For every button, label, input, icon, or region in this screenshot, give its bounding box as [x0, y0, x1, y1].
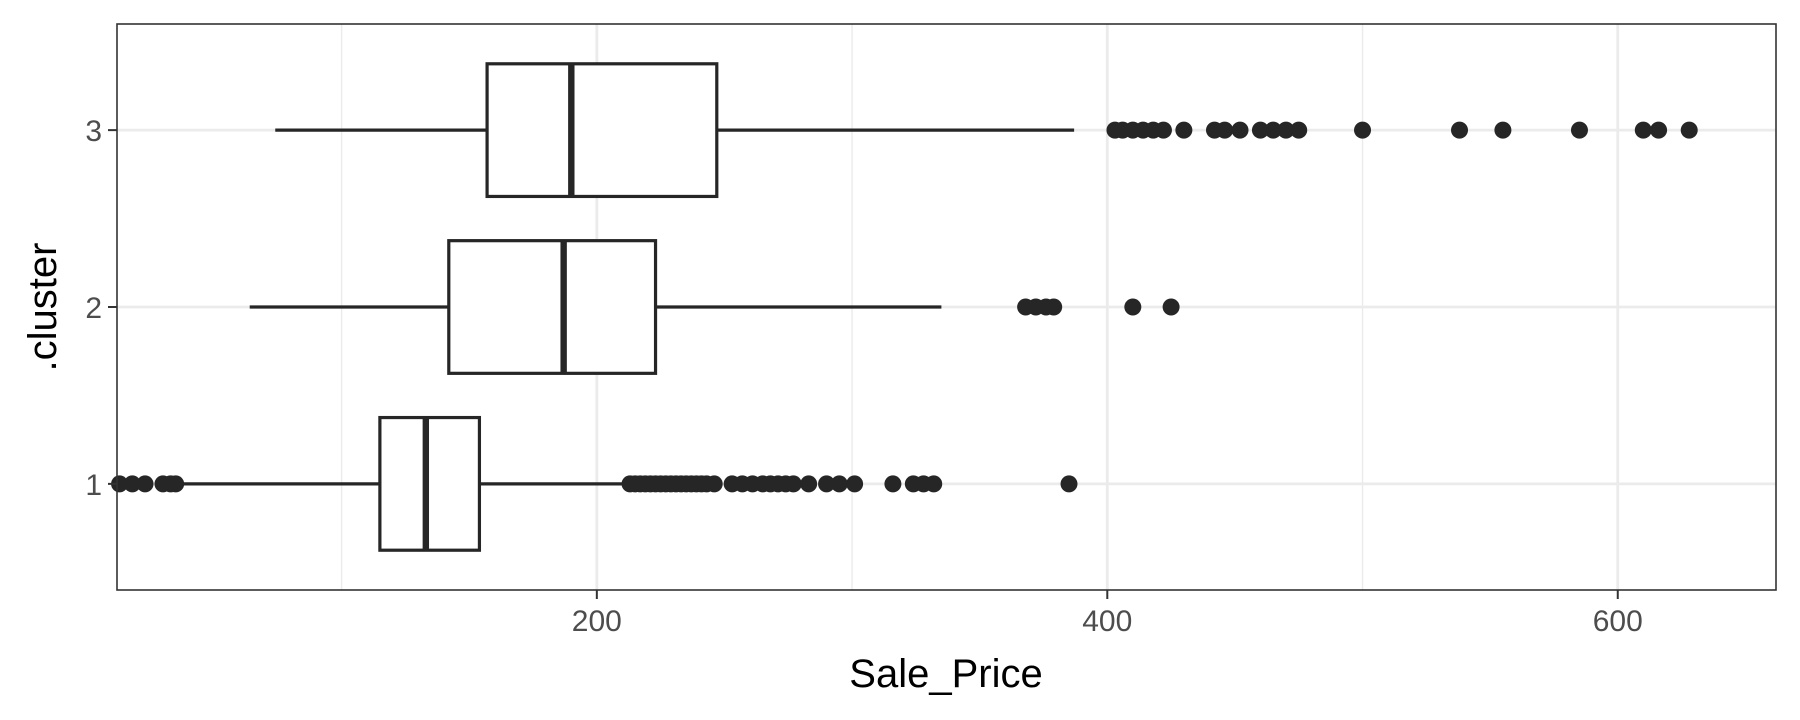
outlier-point: [1680, 121, 1698, 139]
outlier-point: [1045, 298, 1063, 316]
x-axis-title: Sale_Price: [849, 652, 1042, 696]
outlier-point: [1494, 121, 1512, 139]
outlier-point: [1175, 121, 1193, 139]
iqr-box: [378, 415, 482, 552]
outlier-point: [1216, 121, 1234, 139]
outlier-point: [1354, 121, 1372, 139]
iqr-box: [485, 62, 719, 199]
outlier-point: [1231, 121, 1249, 139]
y-tick-label: 1: [85, 469, 102, 502]
outlier-point: [818, 475, 836, 493]
x-tick-label: 200: [572, 605, 622, 638]
box-group-cluster-3: [275, 62, 1698, 199]
y-axis-title: .cluster: [21, 243, 65, 372]
x-tick-label: 400: [1082, 605, 1132, 638]
outlier-point: [1570, 121, 1588, 139]
box-elements: [111, 62, 1698, 552]
outlier-point: [1290, 121, 1308, 139]
outlier-point: [830, 475, 848, 493]
outlier-point: [1251, 121, 1269, 139]
axes: 200 400 600 1 2 3: [85, 115, 1642, 638]
box-group-cluster-2: [249, 239, 1180, 375]
y-tick-label: 3: [85, 115, 102, 148]
x-tick-label: 600: [1593, 605, 1643, 638]
outlier-point: [167, 475, 185, 493]
outlier-point: [111, 475, 129, 493]
box-group-cluster-1: [111, 415, 1078, 552]
y-tick-label: 2: [85, 292, 102, 325]
outlier-point: [136, 475, 154, 493]
outlier-point: [846, 475, 864, 493]
outlier-point: [1451, 121, 1469, 139]
outlier-point: [705, 475, 723, 493]
outlier-point: [1650, 121, 1668, 139]
outlier-point: [1162, 298, 1180, 316]
outlier-point: [1124, 298, 1142, 316]
outlier-point: [1060, 475, 1078, 493]
outlier-point: [784, 475, 802, 493]
outlier-point: [800, 475, 818, 493]
outlier-point: [1264, 121, 1282, 139]
outlier-point: [925, 475, 943, 493]
outlier-point: [1634, 121, 1652, 139]
outlier-point: [884, 475, 902, 493]
outlier-point: [123, 475, 141, 493]
outlier-point: [1277, 121, 1295, 139]
iqr-box: [447, 239, 658, 375]
outlier-point: [1154, 121, 1172, 139]
